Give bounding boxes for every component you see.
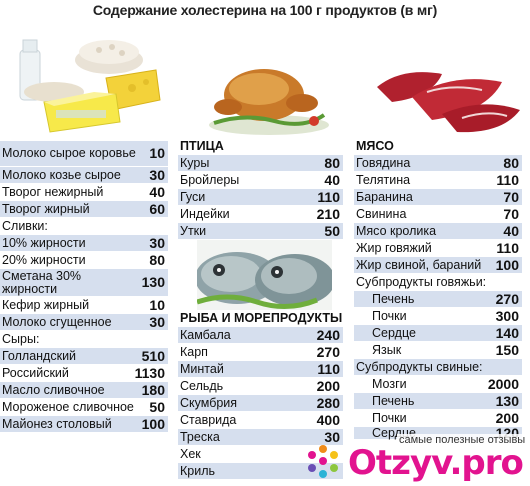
fish-image — [197, 240, 332, 310]
table-row: Масло сливочное 180 — [0, 382, 168, 399]
table-row: Баранина 70 — [354, 189, 522, 206]
table-row: 10% жирности 30 — [0, 235, 168, 252]
table-row: Язык 150 — [354, 342, 522, 359]
table-row: Молоко сгущенное 30 — [0, 314, 168, 331]
table-row: Жир свиной, бараний 100 — [354, 257, 522, 274]
table-row: Творог нежирный 40 — [0, 184, 168, 201]
table-row: Российский 1130 — [0, 365, 168, 382]
table-row: Камбала 240 — [178, 327, 343, 344]
table-row: Творог жирный 60 — [0, 201, 168, 218]
watermark-caption: самые полезные отзывы — [397, 434, 528, 446]
table-row: Треска 30 — [178, 429, 343, 446]
table-row: Утки 50 — [178, 223, 343, 240]
dairy-products-image — [14, 30, 164, 140]
table-row: Говядина 80 — [354, 155, 522, 172]
poultry-table: ПТИЦА Куры 80 Бройлеры 40 Гуси 110 Индей… — [178, 138, 343, 240]
table-row: Сыры: — [0, 331, 168, 348]
table-row: Ставрида 400 — [178, 412, 343, 429]
table-row: Сердце 140 — [354, 325, 522, 342]
otzyv-logo-icon — [302, 441, 344, 486]
table-row: Скумбрия 280 — [178, 395, 343, 412]
meat-table: МЯСО Говядина 80 Телятина 110 Баранина 7… — [354, 138, 522, 440]
section-header: МЯСО — [354, 138, 522, 155]
table-row: Сливки: — [0, 218, 168, 235]
table-row: Субпродукты свиные: — [354, 359, 522, 376]
table-row: Телятина 110 — [354, 172, 522, 189]
table-row: Сельдь 200 — [178, 378, 343, 395]
table-row: Мясо кролика 40 — [354, 223, 522, 240]
fish-table: РЫБА И МОРЕПРОДУКТЫ Камбала 240 Карп 270… — [178, 310, 343, 480]
table-row: Кефир жирный 10 — [0, 297, 168, 314]
section-header: ПТИЦА — [178, 138, 343, 155]
page-title: Содержание холестерина на 100 г продукто… — [92, 2, 438, 18]
table-row: Мозги 2000 — [354, 376, 522, 393]
table-row: Карп 270 — [178, 344, 343, 361]
table-row: Жир говяжий 110 — [354, 240, 522, 257]
table-row: Мороженое сливочное 50 — [0, 399, 168, 416]
table-row: Голландский 510 — [0, 348, 168, 365]
table-row: Молоко козье сырое 30 — [0, 167, 168, 184]
table-row: Куры 80 — [178, 155, 343, 172]
table-row: Минтай 110 — [178, 361, 343, 378]
table-row: Хек — [178, 446, 343, 463]
table-row: Криль — [178, 463, 343, 480]
table-row: Печень 270 — [354, 291, 522, 308]
table-row: Сметана 30% жирности 130 — [0, 269, 168, 297]
table-row: Почки 200 — [354, 410, 522, 427]
table-row: Печень 130 — [354, 393, 522, 410]
raw-meat-image — [372, 52, 522, 137]
watermark-logo-text[interactable]: Otzyv.pro — [348, 443, 524, 483]
table-row: 20% жирности 80 — [0, 252, 168, 269]
table-row: Молоко сырое коровье 10 — [0, 141, 168, 167]
table-row: Бройлеры 40 — [178, 172, 343, 189]
table-row: Индейки 210 — [178, 206, 343, 223]
dairy-table: Молоко сырое коровье 10 Молоко козье сыр… — [0, 141, 168, 433]
table-row: Субпродукты говяжьи: — [354, 274, 522, 291]
table-row: Свинина 70 — [354, 206, 522, 223]
watermark: самые полезные отзывы Otzyv.pro — [300, 433, 530, 485]
section-header: РЫБА И МОРЕПРОДУКТЫ — [178, 310, 343, 327]
table-row: Гуси 110 — [178, 189, 343, 206]
table-row: Майонез столовый 100 — [0, 416, 168, 433]
table-row: Почки 300 — [354, 308, 522, 325]
roast-chicken-image — [204, 55, 334, 140]
